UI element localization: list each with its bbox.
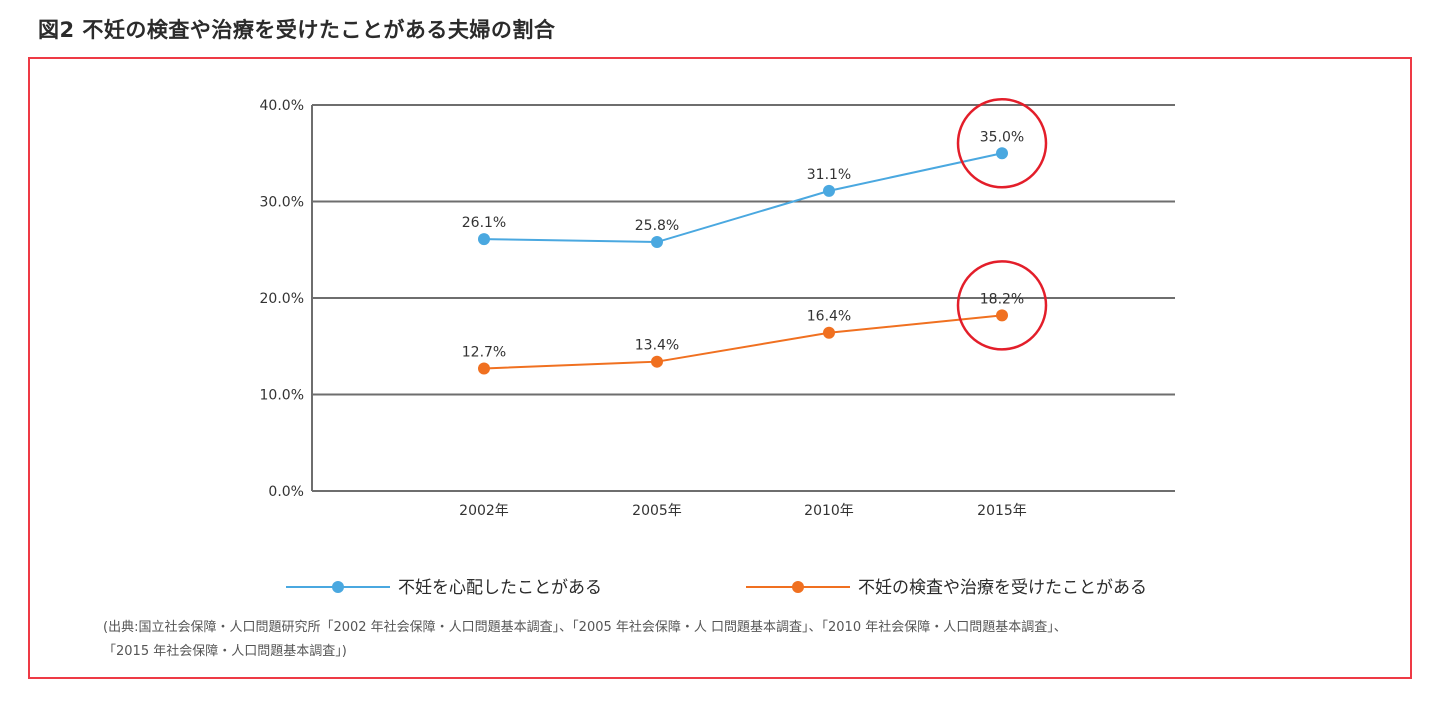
y-tick-label: 40.0% [260, 98, 304, 114]
data-label: 26.1% [462, 215, 506, 231]
source-note: (出典:国立社会保障・人口問題研究所「2002 年社会保障・人口問題基本調査」、… [103, 616, 1303, 664]
data-point [823, 326, 835, 339]
source-line-2: 「2015 年社会保障・人口問題基本調査」) [103, 644, 347, 659]
series-2: 12.7% 13.4% 16.4% 18.2% [462, 291, 1024, 375]
data-label: 16.4% [807, 309, 851, 325]
legend-label: 不妊の検査や治療を受けたことがある [858, 578, 1147, 598]
y-tick-label: 10.0% [260, 388, 304, 404]
x-axis-ticks: 2002年 2005年 2010年 2015年 [459, 503, 1027, 519]
chart-frame [28, 57, 1412, 679]
y-axis-ticks: 0.0% 10.0% 20.0% 30.0% 40.0% [260, 98, 304, 500]
data-label: 31.1% [807, 167, 851, 183]
x-tick-label: 2005年 [632, 503, 682, 519]
series-line [483, 314, 1003, 370]
y-tick-label: 0.0% [268, 484, 304, 500]
highlight-circle [956, 260, 1048, 351]
x-tick-label: 2010年 [804, 503, 854, 519]
legend-label: 不妊を心配したことがある [398, 578, 602, 598]
data-point [478, 233, 490, 246]
data-label: 25.8% [635, 218, 679, 234]
data-point [478, 362, 490, 375]
data-label: 13.4% [635, 338, 679, 354]
legend-item-1: 不妊を心配したことがある [286, 578, 602, 598]
source-line-1: (出典:国立社会保障・人口問題研究所「2002 年社会保障・人口問題基本調査」、… [103, 620, 1067, 635]
highlight-circle [956, 98, 1048, 189]
annotations [956, 98, 1048, 351]
legend-marker [792, 581, 804, 593]
gridlines [311, 104, 1175, 492]
data-point [651, 236, 663, 249]
legend-marker [332, 581, 344, 593]
data-point [651, 355, 663, 368]
y-tick-label: 30.0% [260, 195, 304, 211]
data-label: 12.7% [462, 344, 506, 360]
data-point [823, 184, 835, 197]
data-point [996, 147, 1008, 160]
legend: 不妊を心配したことがある 不妊の検査や治療を受けたことがある [286, 578, 1147, 598]
data-label: 18.2% [980, 291, 1024, 307]
data-point [996, 309, 1008, 322]
figure-title: 図2 不妊の検査や治療を受けたことがある夫婦の割合 [38, 18, 556, 42]
x-tick-label: 2015年 [977, 503, 1027, 519]
data-label: 35.0% [980, 129, 1024, 145]
series-line [483, 152, 1003, 244]
y-tick-label: 20.0% [260, 291, 304, 307]
x-tick-label: 2002年 [459, 503, 509, 519]
series: 26.1% 25.8% 31.1% 35.0% 12.7% 13.4% 16.4% 18.2% [462, 129, 1024, 375]
legend-item-2: 不妊の検査や治療を受けたことがある [746, 578, 1147, 598]
series-1: 26.1% 25.8% 31.1% 35.0% [462, 129, 1024, 249]
